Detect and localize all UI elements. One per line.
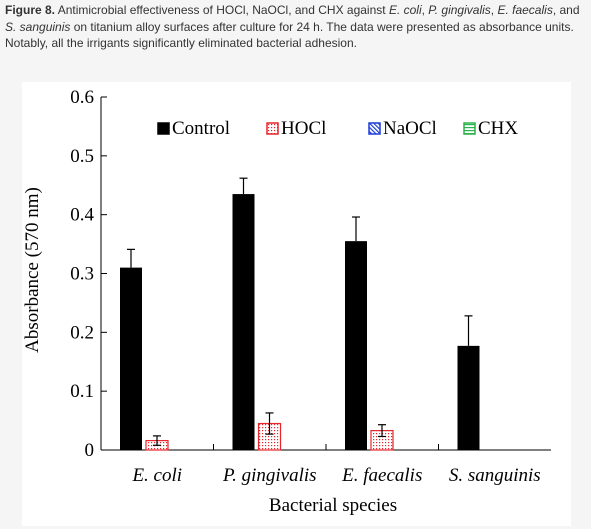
legend-swatch-chx bbox=[463, 122, 476, 135]
caption-species: P. gingivalis bbox=[428, 3, 491, 17]
x-tick-label: E. faecalis bbox=[341, 465, 422, 486]
figure-caption: Figure 8. Antimicrobial effectiveness of… bbox=[5, 2, 585, 52]
legend-swatch-naocl bbox=[368, 122, 381, 135]
y-tick-label: 0.3 bbox=[70, 264, 94, 285]
bar-chart: 0 0.1 0.2 0.3 0.4 0.5 0.6 E. coli P. gingivalis E… bbox=[22, 87, 551, 516]
caption-species: E. coli bbox=[388, 3, 422, 17]
caption-text: , bbox=[490, 3, 498, 17]
legend-label: CHX bbox=[478, 118, 518, 139]
x-tick-label: P. gingivalis bbox=[222, 465, 317, 486]
legend-label: NaOCl bbox=[383, 118, 437, 139]
y-tick-label: 0.1 bbox=[70, 381, 94, 402]
chart-axes: 0 0.1 0.2 0.3 0.4 0.5 0.6 E. coli P. gingivalis E… bbox=[70, 87, 551, 486]
caption-species: S. sanguinis bbox=[5, 19, 71, 34]
legend-swatch-hocl bbox=[266, 122, 279, 135]
x-tick-label: E. coli bbox=[131, 465, 182, 486]
legend-label: HOCl bbox=[281, 118, 326, 139]
caption-species: E. faecalis bbox=[497, 3, 553, 17]
y-tick-label: 0.5 bbox=[70, 146, 94, 167]
y-tick-label: 0.6 bbox=[70, 87, 94, 108]
legend-swatch-control bbox=[157, 122, 170, 135]
chart-bars bbox=[120, 177, 480, 451]
chart-legend: Control HOCl NaOCl CHX bbox=[157, 118, 518, 139]
caption-text: , bbox=[421, 3, 429, 17]
caption-label: Figure 8. bbox=[5, 3, 56, 17]
caption-text: Antimicrobial effectiveness of HOCl, NaO… bbox=[55, 3, 389, 17]
caption-text: on titanium alloy surfaces after culture… bbox=[5, 19, 574, 51]
x-axis-label: Bacterial species bbox=[269, 495, 397, 516]
y-tick-label: 0 bbox=[85, 440, 95, 461]
legend-label: Control bbox=[172, 118, 230, 139]
y-tick-label: 0.4 bbox=[70, 205, 94, 226]
y-axis-label: Absorbance (570 nm) bbox=[22, 187, 43, 353]
bar-control bbox=[232, 194, 255, 450]
chart-panel: 0 0.1 0.2 0.3 0.4 0.5 0.6 E. coli P. gingivalis E… bbox=[22, 82, 571, 526]
y-tick-label: 0.2 bbox=[70, 322, 94, 343]
bar-control bbox=[345, 241, 367, 450]
bar-control bbox=[457, 345, 480, 450]
bar-control bbox=[120, 267, 142, 450]
x-tick-label: S. sanguinis bbox=[449, 465, 541, 486]
caption-text: , and bbox=[552, 3, 580, 17]
